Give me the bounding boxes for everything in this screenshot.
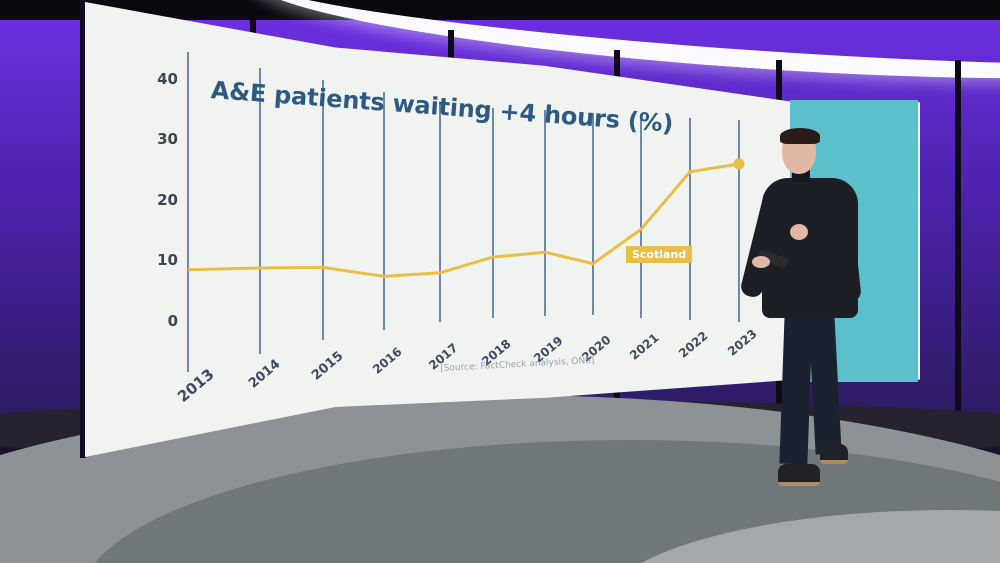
end-point-marker	[733, 158, 745, 170]
presenter-hand	[752, 256, 770, 268]
panel-seam	[955, 60, 961, 460]
y-tick-label: 0	[167, 312, 178, 330]
series-label-scotland: Scotland	[626, 246, 693, 263]
presenter-leg	[808, 313, 842, 455]
presenter-leg	[779, 313, 813, 465]
y-tick-label: 40	[157, 70, 178, 88]
presenter-hair	[780, 128, 820, 144]
scotland-line	[187, 162, 740, 278]
presenter	[739, 128, 870, 498]
screen-frame	[80, 0, 86, 458]
presenter-hand	[790, 224, 808, 240]
y-tick-label: 30	[157, 130, 178, 148]
presenter-shoe	[778, 464, 820, 486]
presenter-shoe	[820, 444, 848, 464]
y-tick-label: 10	[157, 251, 178, 269]
y-tick-label: 20	[157, 191, 178, 209]
